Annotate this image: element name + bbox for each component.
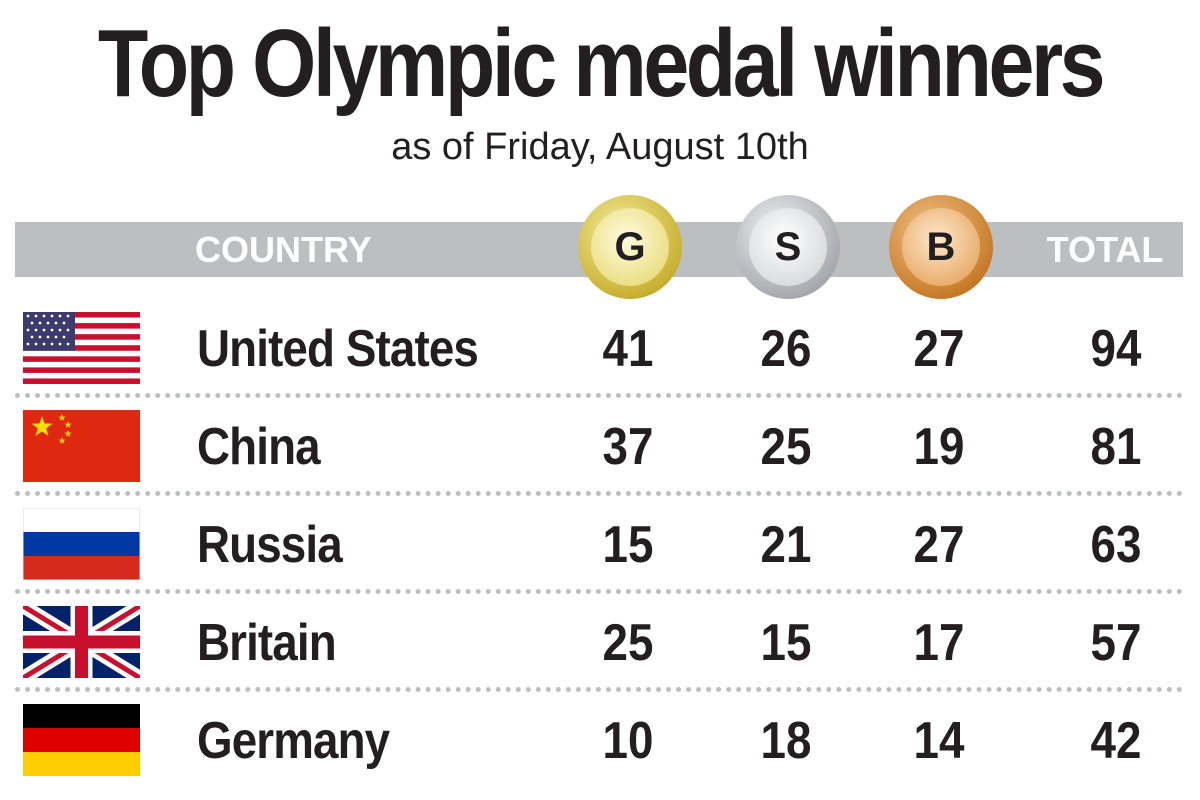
bronze-count: 27 (913, 516, 965, 574)
gold-count: 10 (602, 712, 654, 770)
country-name: Russia (197, 516, 343, 574)
gold-count: 25 (602, 614, 654, 672)
total-count: 81 (1090, 418, 1142, 476)
bronze-count: 17 (913, 614, 965, 672)
row-divider (15, 491, 1183, 496)
bronze-medal-icon: B (889, 195, 993, 299)
row-divider (15, 589, 1183, 594)
row-divider (15, 687, 1183, 692)
column-header-country: COUNTRY (195, 229, 372, 270)
total-count: 42 (1090, 712, 1142, 770)
country-name: United States (197, 320, 479, 378)
column-header-bronze: B (902, 208, 980, 286)
country-name: Britain (197, 614, 337, 672)
silver-count: 25 (760, 418, 812, 476)
silver-medal-icon: S (736, 195, 840, 299)
table-row: Russia 15 21 27 63 (15, 496, 1183, 594)
table-row: Britain 25 15 17 57 (15, 594, 1183, 692)
gold-count: 41 (602, 320, 654, 378)
table-row: China 37 25 19 81 (15, 398, 1183, 496)
bronze-count: 19 (913, 418, 965, 476)
us-flag-icon (23, 312, 140, 384)
bronze-count: 27 (913, 320, 965, 378)
total-count: 94 (1090, 320, 1142, 378)
table-row: United States 41 26 27 94 (15, 300, 1183, 398)
bronze-count: 14 (913, 712, 965, 770)
silver-count: 18 (760, 712, 812, 770)
silver-count: 21 (760, 516, 812, 574)
row-divider (15, 393, 1183, 398)
silver-count: 26 (760, 320, 812, 378)
total-count: 63 (1090, 516, 1142, 574)
gold-medal-icon: G (578, 195, 682, 299)
country-name: China (197, 418, 321, 476)
table-row: Germany 10 18 14 42 (15, 692, 1183, 790)
gold-count: 15 (602, 516, 654, 574)
page-title: Top Olympic medal winners (97, 10, 1106, 117)
column-header-gold: G (591, 208, 669, 286)
russia-flag-icon (23, 508, 140, 580)
china-flag-icon (23, 410, 140, 482)
country-name: Germany (197, 712, 390, 770)
silver-count: 15 (760, 614, 812, 672)
total-count: 57 (1090, 614, 1142, 672)
germany-flag-icon (23, 704, 140, 776)
gold-count: 37 (602, 418, 654, 476)
column-header-silver: S (749, 208, 827, 286)
page-subtitle: as of Friday, August 10th (391, 126, 809, 168)
column-header-total: TOTAL (1046, 229, 1164, 270)
uk-flag-icon (23, 606, 140, 678)
